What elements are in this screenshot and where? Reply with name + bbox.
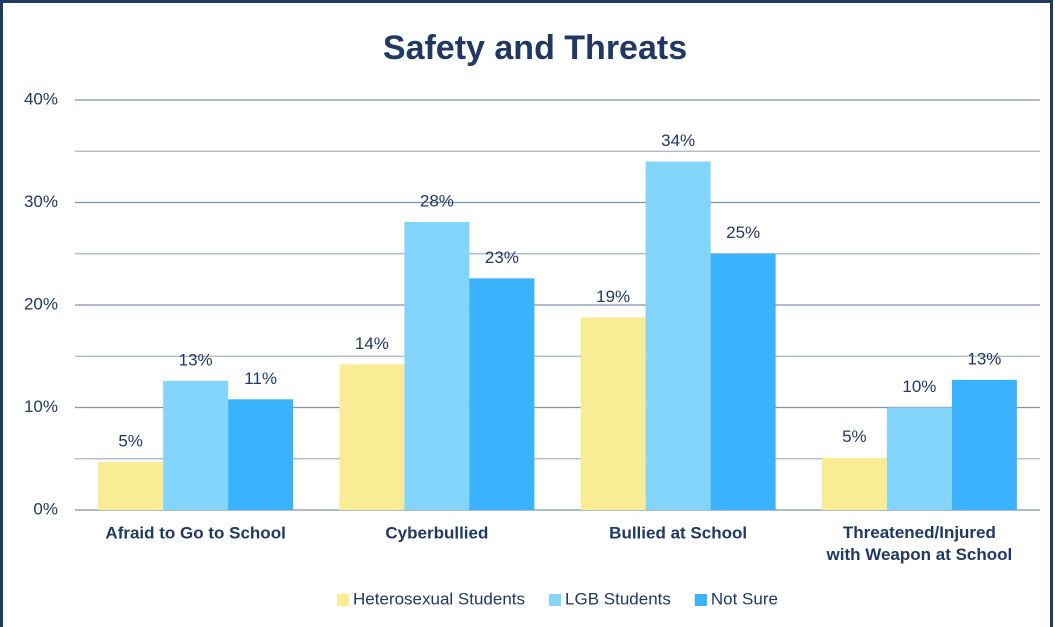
bar [228, 399, 294, 510]
bar [163, 380, 229, 510]
bar [951, 379, 1017, 510]
bar [469, 278, 535, 510]
bar [886, 407, 952, 510]
y-tick-label: 30% [24, 192, 58, 211]
y-tick-label: 0% [33, 499, 58, 518]
legend-swatch [337, 594, 350, 606]
chart-title: Safety and Threats [383, 29, 687, 67]
data-label: 19% [596, 287, 630, 306]
data-label: 10% [902, 377, 936, 396]
bar [339, 364, 405, 510]
x-tick-label: Threatened/Injured with Weapon at School [826, 523, 1013, 564]
x-tick-label: Afraid to Go to School [105, 523, 285, 542]
legend-label: LGB Students [565, 589, 671, 608]
data-label: 23% [485, 248, 519, 267]
bar [580, 317, 646, 510]
data-label: 14% [355, 334, 389, 353]
legend-swatch [694, 594, 707, 606]
bar [645, 161, 711, 510]
legend-label: Not Sure [711, 589, 778, 608]
bar [821, 457, 887, 510]
data-label: 13% [967, 349, 1001, 368]
data-label: 5% [118, 431, 143, 450]
y-tick-label: 20% [24, 294, 58, 313]
y-tick-label: 40% [24, 89, 58, 108]
legend-label: Heterosexual Students [353, 589, 525, 608]
data-label: 34% [661, 131, 695, 150]
bar [404, 221, 470, 510]
x-tick-label: Bullied at School [609, 523, 747, 542]
data-label: 5% [842, 427, 867, 446]
x-tick-label: Cyberbullied [385, 523, 488, 542]
data-label: 25% [726, 223, 760, 242]
legend-swatch [549, 594, 562, 606]
data-label: 28% [420, 191, 454, 210]
bar [710, 253, 776, 510]
data-label: 13% [179, 350, 213, 369]
y-tick-label: 10% [24, 397, 58, 416]
bar [98, 461, 164, 510]
data-label: 11% [244, 369, 277, 388]
